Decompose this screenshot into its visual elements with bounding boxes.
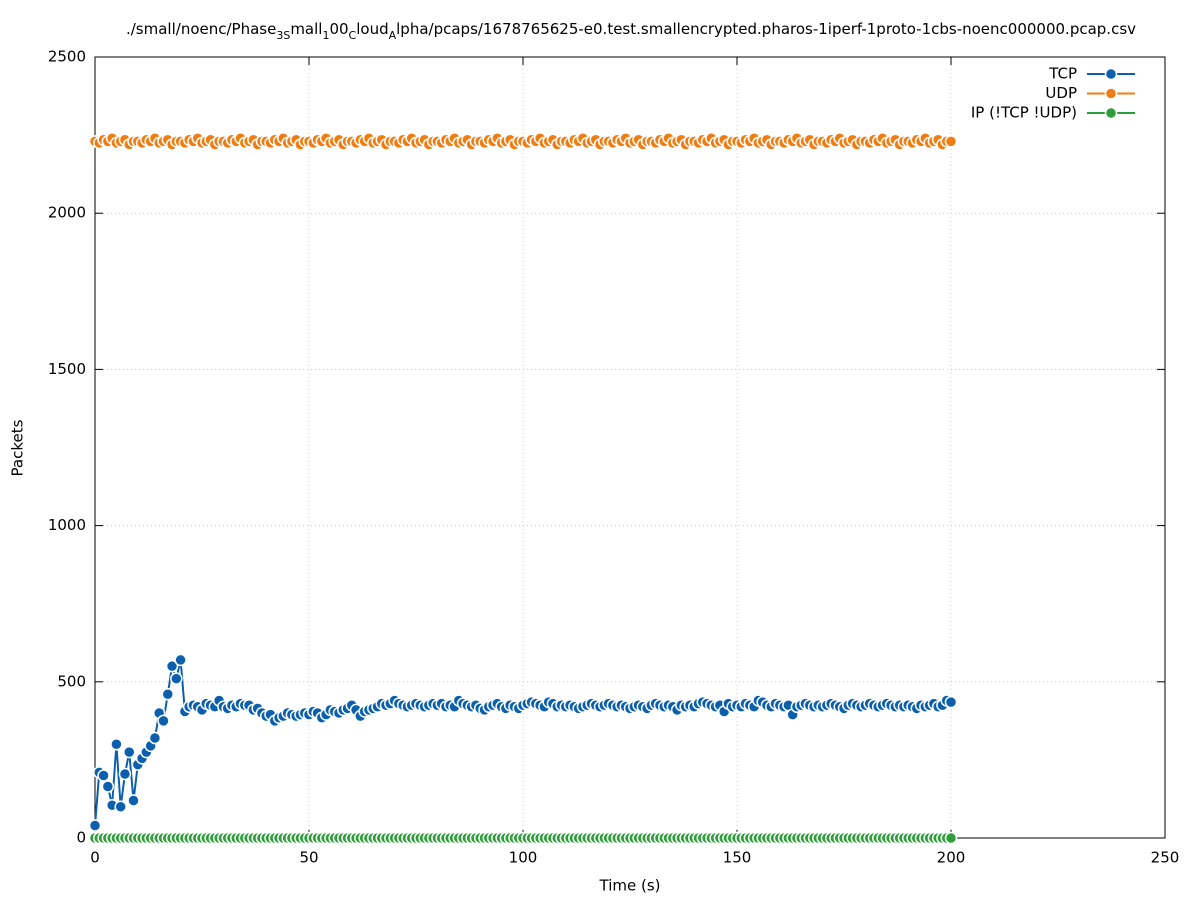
legend-marker: [1104, 106, 1118, 120]
data-point: [161, 688, 175, 701]
title-part: 3S: [276, 29, 290, 42]
data-point: [944, 695, 958, 709]
data-point: [110, 738, 123, 751]
title-part: mall: [290, 20, 322, 38]
y-tick-label: 2500: [48, 48, 86, 66]
plot-frame: [94, 56, 1166, 839]
x-axis-label: Time (s): [599, 877, 661, 895]
series-line: [94, 659, 952, 826]
data-point: [114, 800, 127, 814]
legend-label: IP (!TCP !UDP): [971, 104, 1077, 122]
y-tick-label: 0: [76, 829, 86, 847]
y-tick-label: 500: [57, 672, 86, 690]
data-point: [157, 714, 170, 728]
data-point: [165, 659, 179, 673]
title-part: ./small/noenc/Phase: [126, 20, 276, 38]
data-point: [148, 731, 162, 745]
data-point: [944, 831, 958, 845]
title-part: 00: [329, 20, 348, 38]
title-part: 1: [322, 29, 329, 42]
data-point: [118, 767, 132, 781]
y-axis-label: Packets: [9, 419, 27, 476]
y-tick-label: 1500: [48, 360, 86, 378]
data-point: [170, 672, 183, 685]
x-tick-label: 150: [723, 849, 752, 867]
legend-label: TCP: [1048, 65, 1077, 83]
title-part: A: [389, 29, 397, 42]
data-point: [127, 794, 140, 807]
x-tick-label: 0: [90, 849, 100, 867]
y-tick-label: 1000: [48, 516, 86, 534]
x-tick-label: 200: [937, 849, 966, 867]
legend-label: UDP: [1045, 84, 1077, 102]
title-part: lpha/pcaps/1678765625-e0.test.smallencry…: [396, 20, 1136, 38]
data-point: [97, 769, 110, 782]
x-tick-label: 50: [299, 849, 318, 867]
data-point: [88, 819, 102, 832]
chart-title: ./small/noenc/Phase3Small100CloudAlpha/p…: [126, 20, 1136, 42]
legend-marker: [1104, 87, 1118, 100]
y-tick-label: 2000: [48, 204, 86, 222]
legend-marker: [1104, 67, 1118, 81]
x-tick-label: 250: [1151, 849, 1180, 867]
title-part: loud: [356, 20, 388, 38]
data-point: [122, 745, 136, 759]
data-point: [174, 653, 187, 667]
title-part: C: [349, 29, 357, 42]
data-point: [101, 780, 115, 793]
data-point: [944, 135, 958, 148]
x-tick-label: 100: [509, 849, 538, 867]
